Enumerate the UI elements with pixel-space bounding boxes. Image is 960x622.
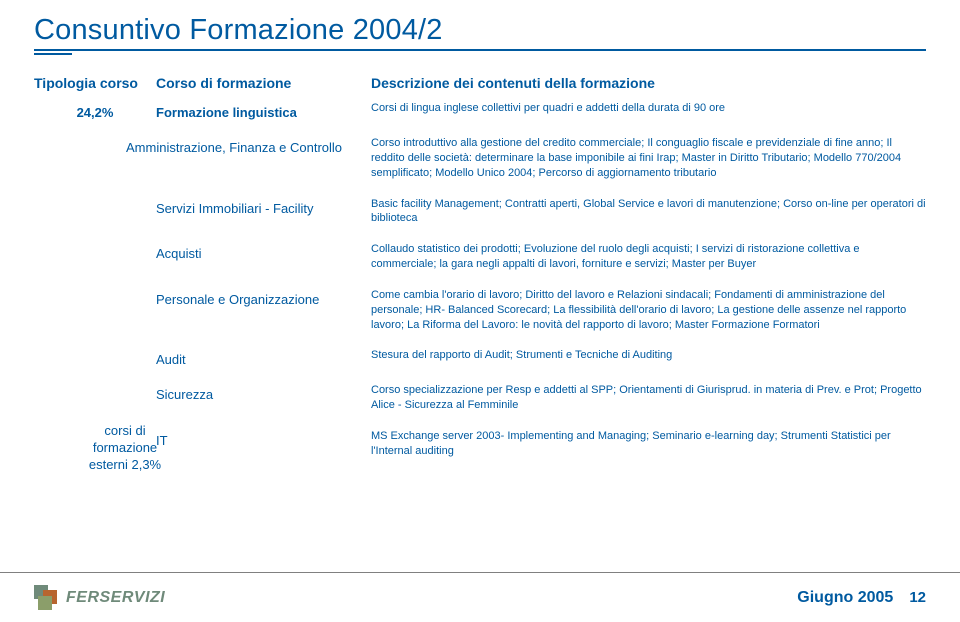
row-percent (34, 383, 156, 387)
table-row: 24,2% Formazione linguistica Corsi di li… (34, 101, 926, 120)
row-description: Corso introduttivo alla gestione del cre… (371, 136, 926, 181)
row-course: Formazione linguistica (156, 101, 371, 120)
table-row: Servizi Immobiliari - Facility Basic fac… (34, 197, 926, 227)
row-description: Collaudo statistico dei prodotti; Evoluz… (371, 242, 926, 272)
footer: FERSERVIZI Giugno 2005 12 (0, 572, 960, 622)
row-course: Amministrazione, Finanza e Controllo (126, 136, 371, 155)
row-description: Basic facility Management; Contratti ape… (371, 197, 926, 227)
content-area: Tipologia corso Corso di formazione Desc… (34, 75, 926, 459)
logo-icon (34, 585, 60, 611)
slide-title: Consuntivo Formazione 2004/2 (34, 14, 926, 51)
row-description: Stesura del rapporto di Audit; Strumenti… (371, 348, 926, 363)
table-headers: Tipologia corso Corso di formazione Desc… (34, 75, 926, 91)
header-col1: Tipologia corso (34, 75, 156, 91)
row-course: IT (156, 429, 371, 448)
row-description: Corso specializzazione per Resp e addett… (371, 383, 926, 413)
table-row: Personale e Organizzazione Come cambia l… (34, 288, 926, 333)
table-row: Acquisti Collaudo statistico dei prodott… (34, 242, 926, 272)
footer-date: Giugno 2005 (797, 589, 893, 607)
row-percent: 24,2% (34, 101, 156, 120)
title-underline-accent (34, 49, 72, 55)
row-course: Servizi Immobiliari - Facility (156, 197, 371, 216)
footer-right: Giugno 2005 12 (797, 589, 926, 607)
brand-logo: FERSERVIZI (34, 585, 165, 611)
row-percent (34, 288, 156, 292)
row-description: MS Exchange server 2003- Implementing an… (371, 429, 926, 459)
row-percent (34, 242, 156, 246)
row-course: Sicurezza (156, 383, 371, 402)
row-course: Audit (156, 348, 371, 367)
group-label: corsi di formazione esterni 2,3% (84, 423, 166, 474)
header-col2: Corso di formazione (156, 75, 371, 91)
table-row: Sicurezza Corso specializzazione per Res… (34, 383, 926, 413)
row-percent (34, 348, 156, 352)
row-course: Acquisti (156, 242, 371, 261)
brand-name: FERSERVIZI (66, 589, 165, 607)
row-description: Corsi di lingua inglese collettivi per q… (371, 101, 926, 116)
slide: Consuntivo Formazione 2004/2 Tipologia c… (0, 0, 960, 622)
row-description: Come cambia l'orario di lavoro; Diritto … (371, 288, 926, 333)
table-row: IT MS Exchange server 2003- Implementing… (34, 429, 926, 459)
footer-page: 12 (909, 589, 926, 606)
header-col3: Descrizione dei contenuti della formazio… (371, 75, 926, 91)
row-percent (34, 197, 156, 201)
row-course: Personale e Organizzazione (156, 288, 371, 307)
table-row: Audit Stesura del rapporto di Audit; Str… (34, 348, 926, 367)
table-row: Amministrazione, Finanza e Controllo Cor… (34, 136, 926, 181)
